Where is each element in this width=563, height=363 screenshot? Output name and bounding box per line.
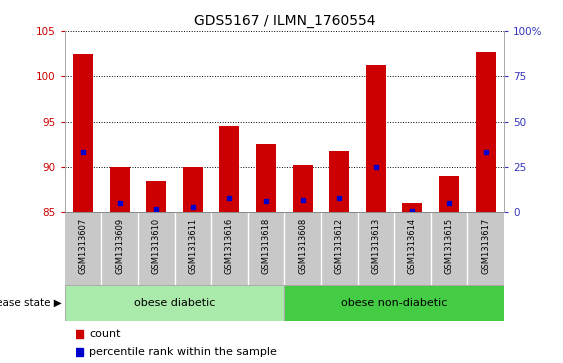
- Bar: [366, 65, 386, 212]
- Text: GSM1313618: GSM1313618: [262, 218, 270, 274]
- Bar: [284, 285, 504, 321]
- Bar: [220, 126, 239, 212]
- Text: GSM1313616: GSM1313616: [225, 218, 234, 274]
- Text: percentile rank within the sample: percentile rank within the sample: [89, 347, 277, 357]
- Bar: [329, 151, 349, 212]
- Text: GSM1313607: GSM1313607: [79, 218, 87, 274]
- Bar: [73, 53, 93, 212]
- Bar: [403, 203, 422, 212]
- Text: count: count: [89, 329, 120, 339]
- Text: GSM1313617: GSM1313617: [481, 218, 490, 274]
- Bar: [476, 52, 495, 212]
- Text: GSM1313611: GSM1313611: [189, 218, 197, 274]
- Bar: [65, 285, 284, 321]
- Title: GDS5167 / ILMN_1760554: GDS5167 / ILMN_1760554: [194, 15, 375, 28]
- Text: GSM1313615: GSM1313615: [445, 218, 453, 274]
- Text: obese non-diabetic: obese non-diabetic: [341, 298, 447, 308]
- Bar: [146, 180, 166, 212]
- Bar: [439, 176, 459, 212]
- Text: GSM1313612: GSM1313612: [335, 218, 343, 274]
- Text: GSM1313610: GSM1313610: [152, 218, 160, 274]
- Bar: [183, 167, 203, 212]
- Bar: [110, 167, 129, 212]
- Text: GSM1313609: GSM1313609: [115, 218, 124, 274]
- Text: GSM1313608: GSM1313608: [298, 218, 307, 274]
- Bar: [293, 165, 312, 212]
- Text: GSM1313613: GSM1313613: [372, 218, 380, 274]
- Text: GSM1313614: GSM1313614: [408, 218, 417, 274]
- Text: disease state ▶: disease state ▶: [0, 298, 62, 308]
- Text: obese diabetic: obese diabetic: [134, 298, 215, 308]
- Bar: [256, 144, 276, 212]
